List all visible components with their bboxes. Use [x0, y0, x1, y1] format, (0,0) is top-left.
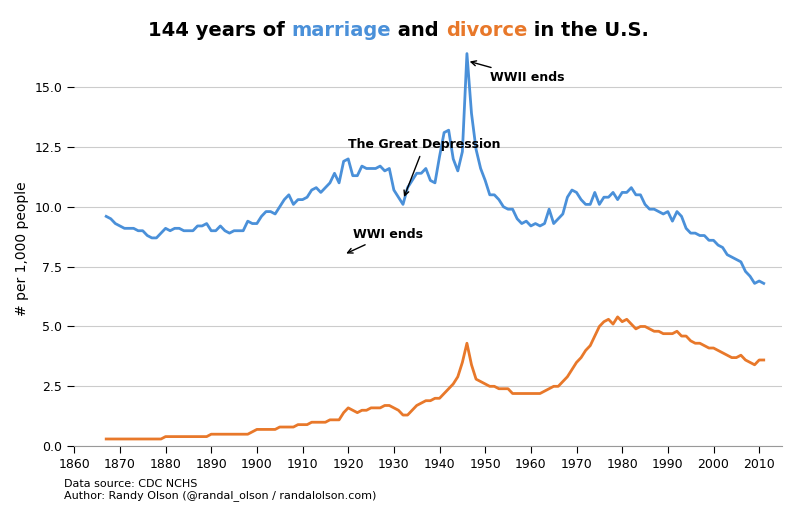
Text: in the U.S.: in the U.S. [527, 21, 649, 40]
Text: Data source: CDC NCHS
Author: Randy Olson (@randal_olson / randalolson.com): Data source: CDC NCHS Author: Randy Olso… [64, 479, 376, 501]
Text: WWI ends: WWI ends [347, 228, 422, 253]
Text: WWII ends: WWII ends [471, 61, 564, 84]
Y-axis label: # per 1,000 people: # per 1,000 people [15, 181, 29, 316]
Text: and: and [391, 21, 446, 40]
Text: The Great Depression: The Great Depression [348, 138, 501, 195]
Text: divorce: divorce [446, 21, 527, 40]
Text: marriage: marriage [292, 21, 391, 40]
Text: 144 years of: 144 years of [148, 21, 292, 40]
